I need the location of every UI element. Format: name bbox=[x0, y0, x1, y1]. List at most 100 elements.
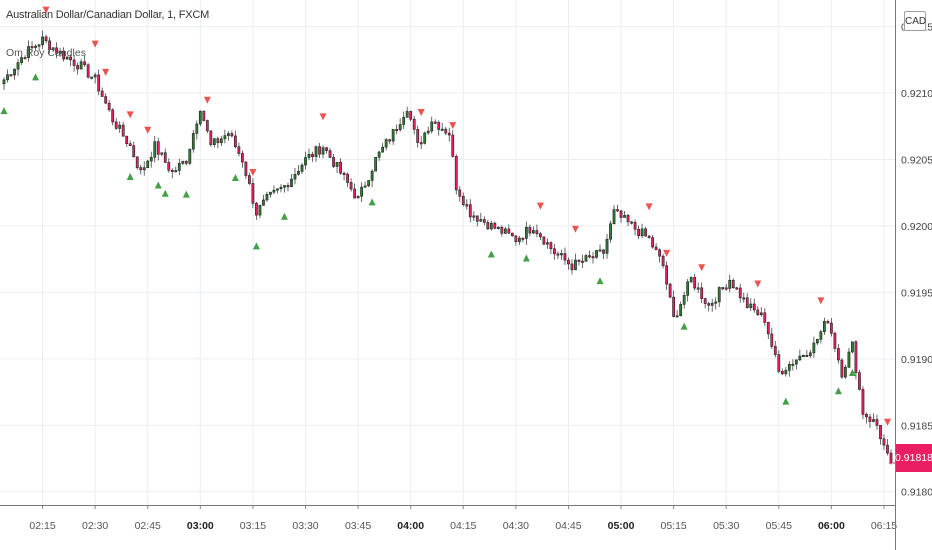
candle bbox=[752, 303, 756, 311]
buy-signal-icon bbox=[487, 250, 495, 258]
candle bbox=[454, 156, 458, 191]
candle bbox=[493, 222, 497, 229]
candle bbox=[872, 419, 875, 422]
candle bbox=[668, 283, 672, 298]
candle bbox=[658, 249, 661, 257]
candle bbox=[41, 36, 44, 46]
candle bbox=[826, 321, 830, 324]
candle bbox=[170, 169, 174, 172]
buy-signal-icon bbox=[231, 173, 239, 181]
candle bbox=[244, 161, 248, 176]
sell-signal-icon bbox=[571, 225, 579, 233]
candle bbox=[384, 139, 388, 148]
x-tick-label: 04:15 bbox=[450, 520, 476, 532]
candle bbox=[328, 150, 332, 158]
candle bbox=[97, 74, 101, 92]
candle bbox=[226, 133, 230, 136]
candle bbox=[181, 160, 185, 164]
candle bbox=[865, 414, 868, 418]
candle bbox=[307, 153, 311, 158]
candle bbox=[160, 152, 164, 155]
candle bbox=[510, 232, 514, 237]
x-tick-label: 05:15 bbox=[660, 520, 686, 532]
candle bbox=[854, 341, 858, 373]
candle bbox=[311, 153, 314, 157]
candle bbox=[283, 185, 286, 188]
candle bbox=[609, 223, 612, 240]
candle bbox=[651, 237, 654, 248]
candle bbox=[265, 194, 269, 201]
buy-signal-icon bbox=[834, 387, 842, 395]
candle bbox=[405, 111, 409, 118]
sell-signal-icon bbox=[449, 122, 457, 130]
buy-signal-icon bbox=[280, 212, 288, 220]
candle bbox=[549, 242, 553, 250]
candle bbox=[696, 287, 700, 290]
candle bbox=[766, 322, 770, 335]
sell-signal-icon bbox=[42, 6, 50, 14]
candle bbox=[342, 172, 346, 175]
x-tick-label: 06:00 bbox=[818, 520, 845, 532]
candle bbox=[556, 253, 560, 256]
x-tick-label: 03:15 bbox=[240, 520, 266, 532]
candle bbox=[251, 183, 255, 204]
candle bbox=[86, 64, 90, 78]
candle bbox=[132, 145, 136, 158]
candle bbox=[861, 389, 865, 415]
candle bbox=[805, 355, 809, 358]
candle bbox=[255, 202, 258, 216]
candle bbox=[65, 56, 69, 60]
candle bbox=[581, 260, 584, 263]
x-tick-label: 04:30 bbox=[503, 520, 529, 532]
candle bbox=[728, 279, 732, 289]
candle bbox=[51, 47, 55, 50]
sell-signal-icon bbox=[126, 111, 134, 119]
candle bbox=[717, 287, 721, 303]
candle bbox=[395, 129, 399, 132]
candle bbox=[451, 134, 455, 157]
sell-signal-icon bbox=[144, 126, 152, 134]
candle bbox=[496, 226, 500, 229]
candle bbox=[577, 259, 581, 262]
candle bbox=[230, 133, 234, 137]
candle bbox=[742, 297, 746, 300]
indicator-label[interactable]: Om Roy Candles bbox=[6, 47, 86, 59]
candle bbox=[689, 277, 693, 283]
candle bbox=[258, 205, 262, 216]
candle bbox=[195, 123, 199, 134]
candle bbox=[398, 124, 402, 131]
candle bbox=[546, 242, 549, 245]
candle bbox=[503, 228, 507, 234]
candle bbox=[759, 312, 763, 316]
candle bbox=[812, 342, 816, 354]
buy-signal-icon bbox=[0, 107, 8, 115]
candle bbox=[563, 253, 567, 261]
candle bbox=[851, 341, 854, 353]
candle bbox=[640, 228, 644, 237]
candle bbox=[72, 59, 76, 66]
candle bbox=[269, 191, 272, 195]
candle bbox=[682, 295, 686, 305]
candle bbox=[156, 141, 160, 155]
candle bbox=[623, 215, 626, 218]
candle bbox=[107, 102, 111, 111]
symbol-title[interactable]: Australian Dollar/Canadian Dollar, 1, FX… bbox=[6, 9, 210, 21]
candle bbox=[188, 148, 192, 164]
candle bbox=[314, 146, 318, 157]
candle bbox=[612, 209, 616, 225]
buy-signal-icon bbox=[522, 254, 530, 262]
candle bbox=[335, 161, 339, 167]
candle bbox=[430, 121, 434, 132]
currency-button[interactable]: CAD bbox=[904, 11, 926, 31]
x-tick-label: 03:00 bbox=[187, 520, 214, 532]
candle bbox=[440, 128, 444, 131]
sell-signal-icon bbox=[319, 113, 327, 121]
candle bbox=[532, 230, 535, 234]
candle bbox=[605, 238, 609, 254]
candle bbox=[356, 195, 360, 199]
x-tick-label: 02:15 bbox=[29, 520, 55, 532]
